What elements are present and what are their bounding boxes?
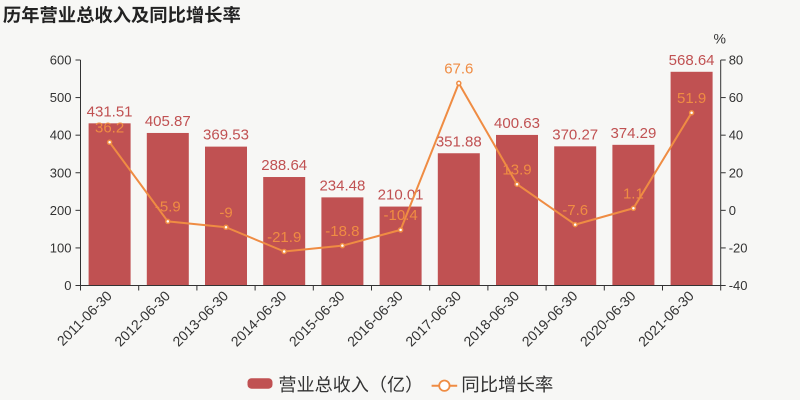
svg-text:600: 600: [50, 53, 72, 68]
svg-text:568.64: 568.64: [669, 52, 715, 69]
svg-text:374.29: 374.29: [610, 125, 656, 142]
svg-text:60: 60: [729, 90, 743, 105]
svg-text:%: %: [713, 31, 725, 47]
svg-text:0: 0: [64, 278, 71, 293]
svg-text:234.48: 234.48: [319, 177, 365, 194]
svg-text:400.63: 400.63: [494, 115, 540, 132]
svg-text:-7.6: -7.6: [562, 202, 588, 219]
svg-text:13.9: 13.9: [502, 162, 531, 179]
svg-text:100: 100: [50, 240, 72, 255]
svg-text:-10.4: -10.4: [383, 207, 417, 224]
svg-text:80: 80: [729, 53, 743, 68]
svg-text:400: 400: [50, 128, 72, 143]
svg-text:1.1: 1.1: [623, 186, 644, 203]
svg-text:51.9: 51.9: [677, 90, 706, 107]
svg-text:36.2: 36.2: [95, 120, 124, 137]
svg-text:20: 20: [729, 165, 743, 180]
svg-text:0: 0: [729, 203, 736, 218]
svg-text:370.27: 370.27: [552, 126, 598, 143]
svg-text:288.64: 288.64: [261, 157, 307, 174]
svg-text:200: 200: [50, 203, 72, 218]
svg-text:40: 40: [729, 128, 743, 143]
svg-text:-40: -40: [729, 278, 748, 293]
svg-text:351.88: 351.88: [436, 133, 482, 150]
svg-text:300: 300: [50, 165, 72, 180]
svg-text:-21.9: -21.9: [267, 229, 301, 246]
svg-text:369.53: 369.53: [203, 127, 249, 144]
svg-text:67.6: 67.6: [444, 61, 473, 78]
svg-text:-9: -9: [219, 205, 232, 222]
svg-text:405.87: 405.87: [145, 113, 191, 130]
svg-text:-5.9: -5.9: [155, 199, 181, 216]
svg-text:500: 500: [50, 90, 72, 105]
svg-text:431.51: 431.51: [87, 103, 133, 120]
svg-text:-20: -20: [729, 240, 748, 255]
svg-text:-18.8: -18.8: [325, 223, 359, 240]
